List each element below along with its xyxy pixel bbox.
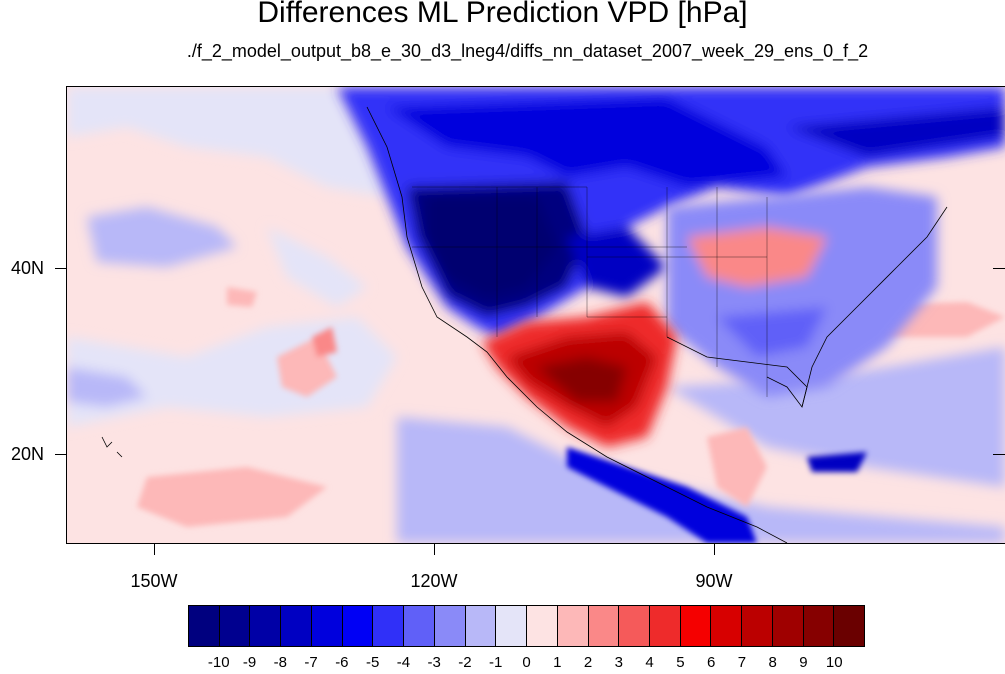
x-tick-150w xyxy=(154,543,155,555)
colorbar-cell xyxy=(404,606,435,646)
vpd-difference-map xyxy=(66,86,1005,544)
colorbar-label: 1 xyxy=(553,654,562,671)
y-tick-40n xyxy=(55,268,67,269)
colorbar-cell xyxy=(373,606,405,646)
colorbar-label: 9 xyxy=(799,654,808,671)
colorbar-cell xyxy=(557,606,589,646)
colorbar-label: 7 xyxy=(737,654,747,671)
colorbar-label: 6 xyxy=(706,654,716,671)
colorbar-label: 8 xyxy=(768,654,777,671)
colorbar-cell xyxy=(219,606,251,646)
colorbar-label: -5 xyxy=(365,654,380,671)
colorbar-labels: -10 -9 -8 -7 -6 -5 -4 -3 -2 -1 0 1 2 3 4 5 6 7 8 9 10 xyxy=(0,654,1005,674)
colorbar-cell xyxy=(680,606,712,646)
map-title: Differences ML Prediction VPD [hPa] xyxy=(257,0,748,29)
colorbar-cell xyxy=(189,606,220,646)
colorbar-label: -2 xyxy=(458,654,472,671)
southwest-red-anomaly xyxy=(482,302,677,447)
x-tick-120w xyxy=(434,543,435,555)
colorbar-cell xyxy=(434,606,466,646)
x-label-150w: 150W xyxy=(130,571,178,591)
map-subtitle: ./f_2_model_output_b8_e_30_d3_lneg4/diff… xyxy=(186,41,869,61)
y-label-20n: 20N xyxy=(10,444,44,464)
colorbar-label: -7 xyxy=(304,654,318,671)
y-tick-20n xyxy=(55,454,67,455)
colorbar-label: 10 xyxy=(825,654,843,671)
colorbar-label: -1 xyxy=(489,654,503,671)
colorbar-cell xyxy=(803,606,835,646)
state-boundaries xyxy=(412,186,768,397)
colorbar-cell xyxy=(250,606,282,646)
y-label-40n: 40N xyxy=(10,258,44,278)
colorbar-label: -3 xyxy=(427,654,441,671)
colorbar-label: -6 xyxy=(335,654,349,671)
colorbar xyxy=(188,605,865,647)
colorbar-label: 5 xyxy=(676,654,685,671)
colorbar-cell xyxy=(281,606,312,646)
colorbar-cell xyxy=(496,606,528,646)
colorbar-label: 0 xyxy=(522,654,531,671)
colorbar-label: -4 xyxy=(396,654,411,671)
y-tick-40n-right xyxy=(993,268,1005,269)
central-america-blue xyxy=(567,447,867,543)
colorbar-cell xyxy=(742,606,773,646)
colorbar-cell xyxy=(342,606,374,646)
colorbar-label: -8 xyxy=(273,654,287,671)
colorbar-label: 4 xyxy=(645,654,654,671)
x-tick-90w xyxy=(714,543,715,555)
colorbar-label: -9 xyxy=(242,654,257,671)
colorbar-label: 2 xyxy=(583,654,593,671)
x-label-90w: 90W xyxy=(695,571,733,591)
colorbar-cell xyxy=(772,606,804,646)
colorbar-cell xyxy=(619,606,651,646)
colorbar-cell xyxy=(311,606,343,646)
colorbar-cell xyxy=(711,606,743,646)
colorbar-cell xyxy=(465,606,497,646)
colorbar-cell xyxy=(527,606,558,646)
colorbar-cell xyxy=(588,606,620,646)
colorbar-cell xyxy=(834,606,865,646)
y-tick-20n-right xyxy=(993,454,1005,455)
colorbar-cell xyxy=(650,606,681,646)
colorbar-label: 3 xyxy=(614,654,623,671)
colorbar-label: -10 xyxy=(207,654,230,671)
x-label-120w: 120W xyxy=(410,571,458,591)
map-canvas xyxy=(67,87,1005,543)
coastlines xyxy=(101,106,948,543)
